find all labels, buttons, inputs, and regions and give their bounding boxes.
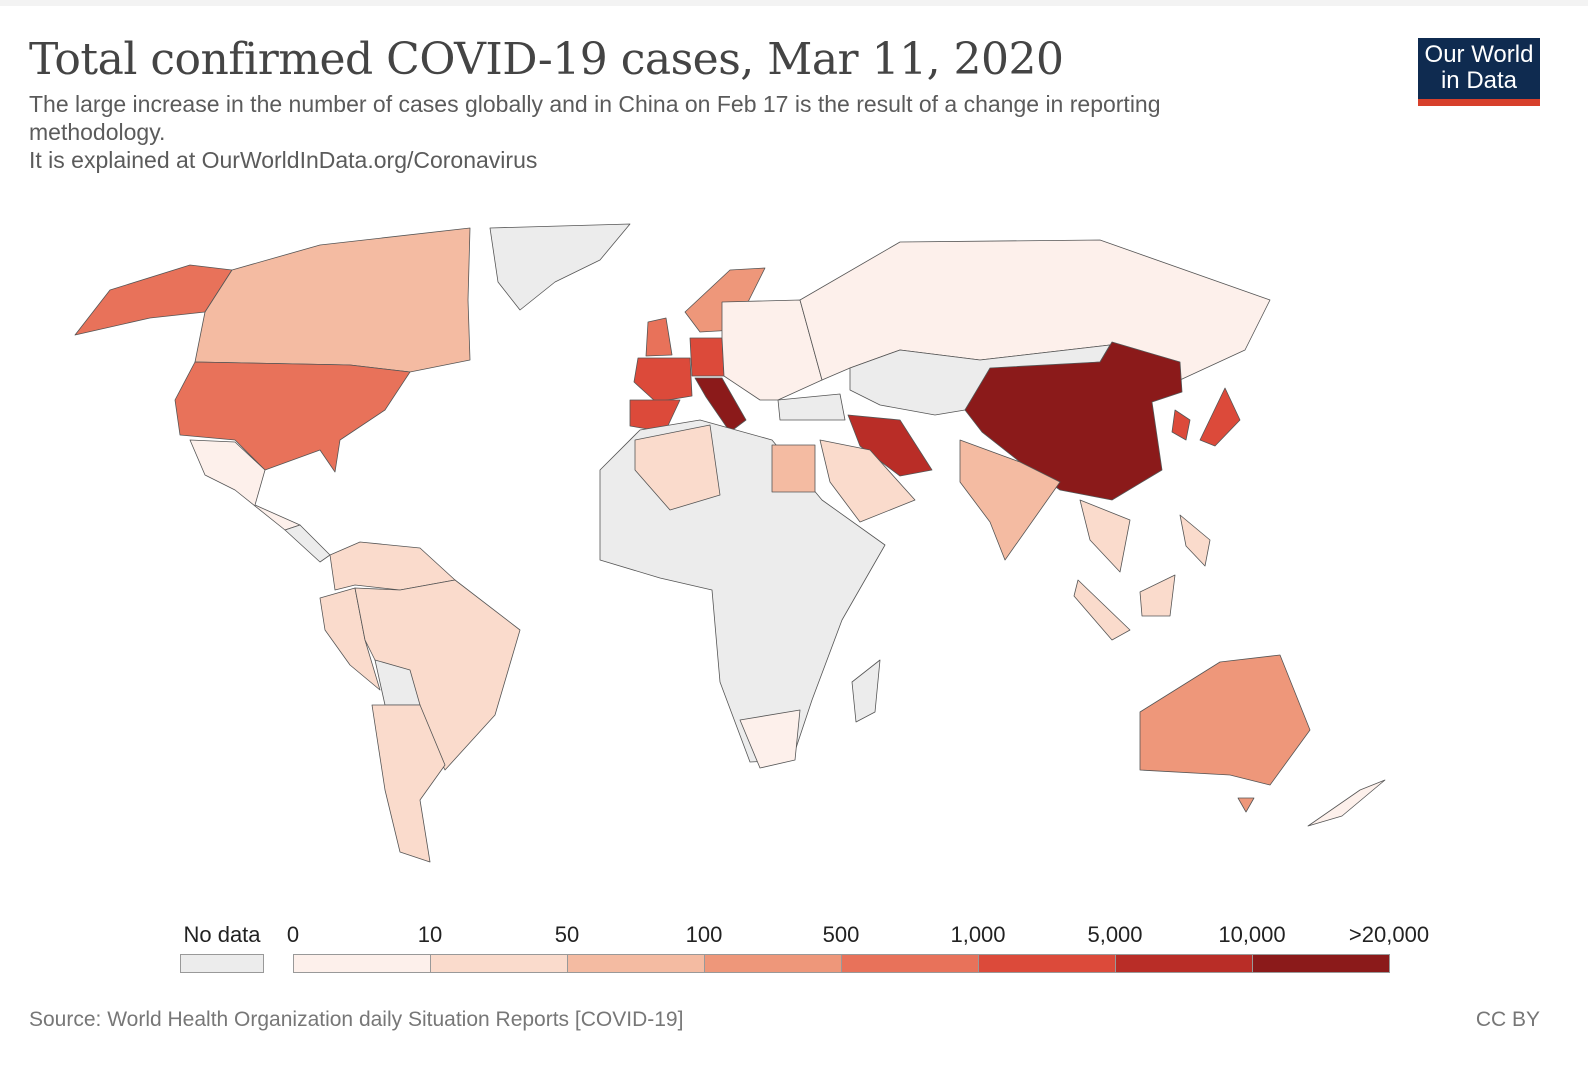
- source-note[interactable]: Source: World Health Organization daily …: [29, 1008, 684, 1031]
- legend-tick-label: 500: [822, 922, 860, 947]
- logo-text-line2: in Data: [1440, 67, 1518, 94]
- india[interactable]: [959, 439, 1061, 561]
- legend-bin-6[interactable]: [1115, 954, 1253, 973]
- legend-tick-label: >20,000: [1348, 922, 1430, 947]
- legend-bin-3[interactable]: [704, 954, 842, 973]
- borneo[interactable]: [1139, 574, 1176, 617]
- legend-bin-5[interactable]: [978, 954, 1116, 973]
- arabia[interactable]: [819, 439, 916, 523]
- legend-tick-label: 0: [286, 922, 300, 947]
- canada[interactable]: [194, 227, 471, 373]
- legend-tick-label: 5,000: [1087, 922, 1143, 947]
- colombia-venezuela[interactable]: [329, 541, 456, 591]
- sumatra[interactable]: [1073, 579, 1131, 641]
- germany[interactable]: [689, 337, 725, 377]
- owid-logo[interactable]: Our World in Data: [1418, 38, 1540, 106]
- algeria[interactable]: [634, 424, 721, 511]
- new-zealand[interactable]: [1307, 779, 1386, 827]
- korea[interactable]: [1171, 409, 1191, 441]
- legend-tick-label: 1,000: [950, 922, 1006, 947]
- legend-bin-7[interactable]: [1252, 954, 1390, 973]
- chart-subtitle: The large increase in the number of case…: [29, 91, 1161, 145]
- legend-tick-label: 10: [417, 922, 443, 947]
- uk[interactable]: [645, 317, 673, 357]
- legend-tick-label: 100: [685, 922, 723, 947]
- legend-bin-1[interactable]: [430, 954, 568, 973]
- license-label[interactable]: CC BY: [1475, 1008, 1540, 1031]
- italy[interactable]: [694, 377, 747, 433]
- usa[interactable]: [174, 361, 411, 473]
- tasmania[interactable]: [1237, 797, 1255, 813]
- southeast-asia[interactable]: [1079, 499, 1131, 573]
- world-map[interactable]: [0, 200, 1588, 900]
- turkey[interactable]: [777, 393, 846, 421]
- top-border: [0, 0, 1588, 6]
- france[interactable]: [633, 357, 693, 403]
- legend-no-data-label: No data: [183, 922, 261, 947]
- brazil[interactable]: [354, 579, 521, 771]
- japan[interactable]: [1199, 387, 1241, 447]
- argentina[interactable]: [371, 704, 446, 863]
- iran[interactable]: [847, 414, 933, 477]
- south-africa[interactable]: [739, 709, 801, 769]
- legend-bin-0[interactable]: [293, 954, 431, 973]
- legend-tick-label: 10,000: [1218, 922, 1286, 947]
- chart-subtitle-link[interactable]: It is explained at OurWorldInData.org/Co…: [29, 147, 538, 173]
- legend-tick-label: 50: [554, 922, 580, 947]
- philippines[interactable]: [1179, 514, 1211, 567]
- chart-title: Total confirmed COVID-19 cases, Mar 11, …: [29, 34, 1064, 85]
- legend-no-data-swatch[interactable]: [180, 954, 264, 973]
- egypt[interactable]: [771, 444, 816, 493]
- madagascar[interactable]: [851, 659, 881, 723]
- greenland[interactable]: [489, 223, 631, 311]
- central-america[interactable]: [284, 524, 331, 563]
- legend-bin-2[interactable]: [567, 954, 705, 973]
- legend-bin-4[interactable]: [841, 954, 979, 973]
- logo-text-line1: Our World: [1424, 41, 1534, 68]
- australia[interactable]: [1139, 654, 1311, 786]
